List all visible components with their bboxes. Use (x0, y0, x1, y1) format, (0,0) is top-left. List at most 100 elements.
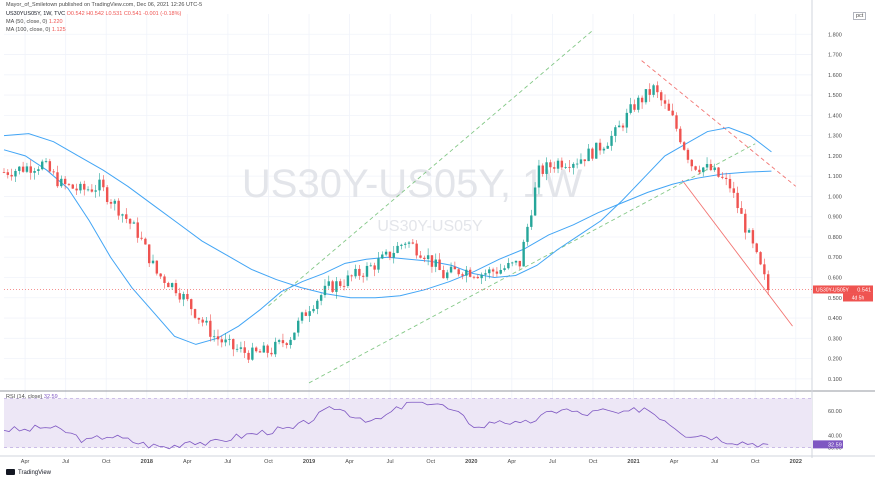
time-axis[interactable]: Apr Jul Oct 2018 Apr Jul Oct 2019 Apr Jul Oct 2020 A… (21, 459, 802, 465)
rsi-value: 32.59 (43, 394, 58, 400)
candle-body (29, 166, 32, 173)
candle-body (358, 268, 361, 276)
candle-body (232, 339, 235, 350)
candle-body (621, 125, 625, 128)
candle-body (270, 352, 273, 355)
candle-body (167, 282, 170, 288)
candle-body (553, 167, 556, 169)
candle-body (705, 164, 709, 168)
price-tick-label: 1.500 (828, 93, 842, 99)
rsi-value-tag-text: 32.59 (828, 442, 842, 448)
candle-body (147, 244, 151, 264)
ohlc-values: O0.542 H0.542 L0.531 C0.541 -0.001 (-0.1… (66, 11, 182, 17)
candle-body (377, 258, 380, 270)
candle-body (224, 339, 227, 343)
candle-body (591, 148, 594, 159)
candle-body (495, 271, 499, 274)
last-price-tag (813, 285, 873, 294)
candle-body (121, 214, 124, 216)
ma50-legend[interactable]: MA (50, close, 0) 1.220 (6, 19, 63, 26)
price-unit-button[interactable]: pct (853, 12, 867, 20)
candle-body (388, 251, 392, 258)
time-tick-label: Jul (549, 459, 556, 465)
candle-body (679, 128, 682, 143)
candle-body (671, 110, 674, 116)
candle-body (587, 148, 590, 162)
time-tick-label: 2020 (465, 459, 477, 465)
candle-body (220, 339, 223, 343)
candle-body (434, 259, 437, 267)
candle-body (56, 172, 59, 187)
candle-body (682, 142, 686, 150)
candle-body (235, 348, 239, 350)
candlestick-series (2, 81, 770, 363)
candle-body (312, 308, 315, 312)
candle-body (656, 85, 659, 93)
candle-body (503, 268, 506, 270)
candle-body (568, 166, 571, 168)
price-tick-label: 0.100 (828, 377, 842, 383)
candle-body (560, 160, 564, 168)
candle-body (289, 339, 292, 346)
rsi-pane (3, 398, 812, 450)
candle-body (365, 265, 369, 277)
channel-line (681, 179, 793, 327)
candle-body (159, 273, 162, 277)
candle-body (415, 243, 418, 256)
candle-body (193, 309, 197, 318)
price-axis[interactable]: 1.800 1.700 1.600 1.500 1.400 1.300 1.200 1.100… (828, 32, 842, 383)
candle-body (10, 174, 13, 177)
candle-body (94, 190, 97, 192)
candle-body (182, 293, 185, 300)
candle-body (419, 255, 422, 258)
candle-body (549, 162, 552, 168)
time-tick-label: Apr (670, 459, 679, 465)
candle-body (251, 347, 254, 360)
candle-body (216, 336, 220, 340)
candle-body (33, 171, 36, 173)
symbol-legend[interactable]: US30YUS05Y, 1W, TVC O0.542 H0.542 L0.531… (6, 11, 181, 18)
price-tick-label: 1.800 (828, 32, 842, 38)
candle-body (212, 336, 216, 338)
candle-body (499, 269, 502, 274)
ma100-legend[interactable]: MA (100, close, 0) 1.125 (6, 27, 66, 34)
ma100-value: 1.125 (51, 27, 66, 33)
candle-body (98, 179, 101, 191)
candle-body (564, 166, 567, 168)
candle-body (461, 274, 464, 276)
candle-body (83, 183, 86, 190)
candle-body (663, 100, 667, 104)
candle-body (449, 266, 453, 273)
candle-body (105, 187, 109, 202)
rsi-band (4, 398, 812, 448)
candle-body (484, 273, 487, 275)
candle-body (2, 172, 6, 173)
candle-body (266, 345, 269, 353)
moving-averages (3, 126, 772, 345)
time-tick-label: Oct (751, 459, 760, 465)
time-tick-label: Apr (345, 459, 354, 465)
candle-body (709, 164, 713, 171)
candle-body (518, 260, 522, 267)
chart-grid (0, 0, 875, 458)
candle-body (308, 311, 311, 316)
candle-body (732, 188, 736, 193)
time-tick-label: Oct (102, 459, 111, 465)
last-price-label: US30Y-US05Y 0.541 4d 5h (4, 285, 873, 302)
candle-body (18, 166, 21, 171)
candle-body (281, 340, 285, 344)
candle-body (713, 167, 716, 171)
candle-body (21, 166, 25, 172)
candle-body (640, 97, 644, 103)
tradingview-logo[interactable]: TradingView (6, 469, 51, 476)
candle-body (205, 320, 208, 323)
candle-body (335, 281, 338, 292)
rsi-legend[interactable]: RSI (14, close) 32.59 (6, 394, 58, 400)
candle-body (285, 343, 288, 346)
channel-lines[interactable] (268, 29, 797, 384)
time-tick-label: Jul (62, 459, 69, 465)
candle-body (86, 189, 90, 191)
candle-body (67, 184, 71, 185)
candle-body (197, 317, 201, 320)
